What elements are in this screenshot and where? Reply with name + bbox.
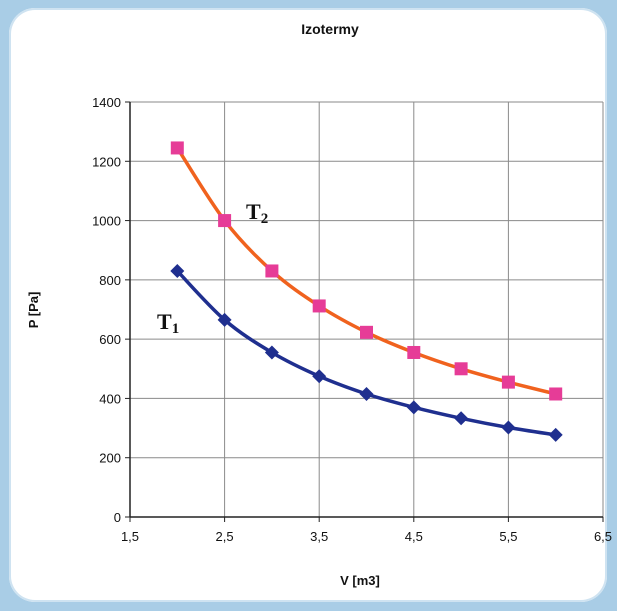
axes	[125, 101, 604, 522]
point-t2	[218, 214, 232, 228]
y-tick-label: 800	[99, 273, 121, 288]
point-t1	[501, 420, 516, 435]
y-axis-label: P [Pa]	[26, 292, 41, 329]
point-t1	[312, 369, 327, 384]
y-tick-label: 1400	[92, 95, 121, 110]
point-t1	[454, 411, 469, 426]
point-t2	[407, 345, 421, 359]
tick-labels: 1,5 2,5 3,5 4,5 5,5 6,5 0 200 400 600 800 1000 1200 1…	[92, 95, 612, 544]
point-t2	[360, 325, 373, 339]
y-tick-label: 1000	[92, 214, 121, 229]
series-line-t2	[175, 146, 557, 396]
chart-title: Izotermy	[301, 21, 359, 37]
y-tick-label: 0	[114, 510, 121, 525]
y-tick-label: 1200	[92, 154, 121, 169]
y-tick-label: 600	[99, 332, 121, 347]
point-t1	[170, 263, 185, 278]
point-t2	[454, 362, 468, 376]
series-label-t2: T2	[246, 199, 268, 227]
chart-frame	[9, 8, 607, 602]
x-tick-label: 5,5	[499, 529, 517, 544]
grid-lines	[130, 101, 604, 517]
point-t2	[170, 141, 184, 155]
x-axis-label: V [m3]	[340, 573, 380, 588]
series-line-t1	[176, 269, 556, 437]
x-tick-label: 3,5	[310, 529, 328, 544]
y-tick-label: 200	[99, 451, 121, 466]
point-t2	[265, 264, 279, 278]
series-label-t1: T1	[157, 309, 179, 337]
x-tick-label: 6,5	[594, 529, 612, 544]
point-t1	[406, 400, 421, 415]
point-t2	[501, 375, 515, 389]
y-tick-label: 400	[99, 391, 121, 406]
point-t2	[312, 299, 326, 313]
point-t2	[549, 387, 563, 401]
series-layer	[170, 141, 563, 442]
point-t1	[359, 386, 374, 401]
x-tick-label: 4,5	[405, 529, 423, 544]
point-t1	[217, 312, 232, 327]
point-t1	[264, 345, 279, 360]
x-tick-label: 1,5	[121, 529, 139, 544]
x-tick-label: 2,5	[216, 529, 234, 544]
point-t1	[548, 427, 563, 442]
